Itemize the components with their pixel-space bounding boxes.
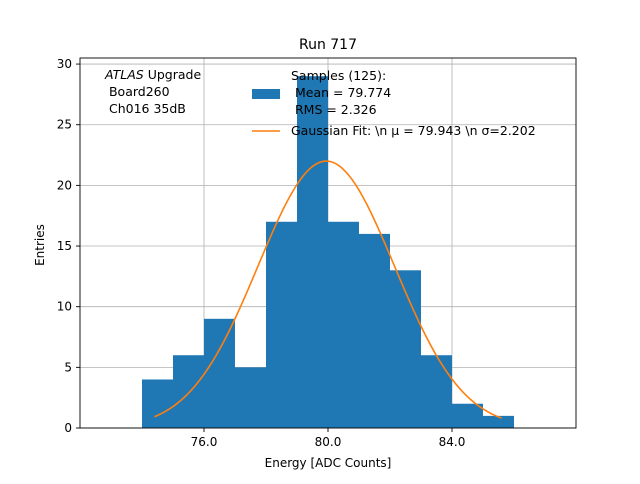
histogram-bar	[421, 355, 452, 428]
histogram-bar	[235, 367, 266, 428]
y-tick-label: 20	[57, 178, 72, 192]
histogram-bars	[142, 76, 514, 429]
histogram-bar	[142, 379, 173, 428]
histogram-bar	[266, 221, 297, 428]
ticks-layer: 76.0 80.0 84.0 0 5 10 15 20 25 30	[57, 57, 466, 449]
histogram-bar	[390, 270, 421, 428]
y-axis-label: Entries	[33, 224, 47, 266]
chart-title: Run 717	[299, 37, 357, 53]
x-tick-label: 80.0	[315, 435, 342, 449]
x-axis-label: Energy [ADC Counts]	[265, 456, 392, 470]
histogram-bar	[359, 233, 390, 428]
x-tick-label: 84.0	[439, 435, 466, 449]
legend: Samples (125): Mean = 79.774 RMS = 2.326…	[252, 68, 536, 138]
histogram-bar	[204, 318, 235, 428]
histogram-bar	[173, 355, 204, 428]
x-tick-label: 76.0	[191, 435, 218, 449]
annotation-upgrade: Upgrade	[144, 67, 202, 82]
y-tick-label: 10	[57, 300, 72, 314]
histogram-bar	[483, 415, 514, 428]
annotation-italic: ATLAS	[104, 67, 144, 82]
histogram-bar	[297, 76, 328, 429]
y-tick-label: 0	[64, 421, 72, 435]
fit-layer	[154, 160, 502, 419]
legend-samples-line-1: Samples (125):	[291, 68, 386, 83]
y-tick-label: 5	[64, 360, 72, 374]
annotation-line-1: ATLAS Upgrade	[104, 67, 201, 82]
legend-samples-line-3: RMS = 2.326	[291, 102, 377, 117]
legend-samples-line-2: Mean = 79.774	[291, 85, 391, 100]
y-tick-label: 15	[57, 239, 72, 253]
y-tick-label: 30	[57, 57, 72, 71]
histogram-bar	[328, 221, 359, 428]
histogram-bar	[452, 403, 483, 428]
annotation-line-2: Board260	[105, 84, 170, 99]
gaussian-fit-curve	[154, 160, 502, 419]
legend-fit-label: Gaussian Fit: \n μ = 79.943 \n σ=2.202	[291, 123, 536, 138]
annotation-line-3: Ch016 35dB	[105, 101, 186, 116]
atlas-annotation: ATLAS Upgrade Board260 Ch016 35dB	[104, 67, 201, 116]
legend-swatch-samples	[252, 89, 280, 99]
y-tick-label: 25	[57, 118, 72, 132]
